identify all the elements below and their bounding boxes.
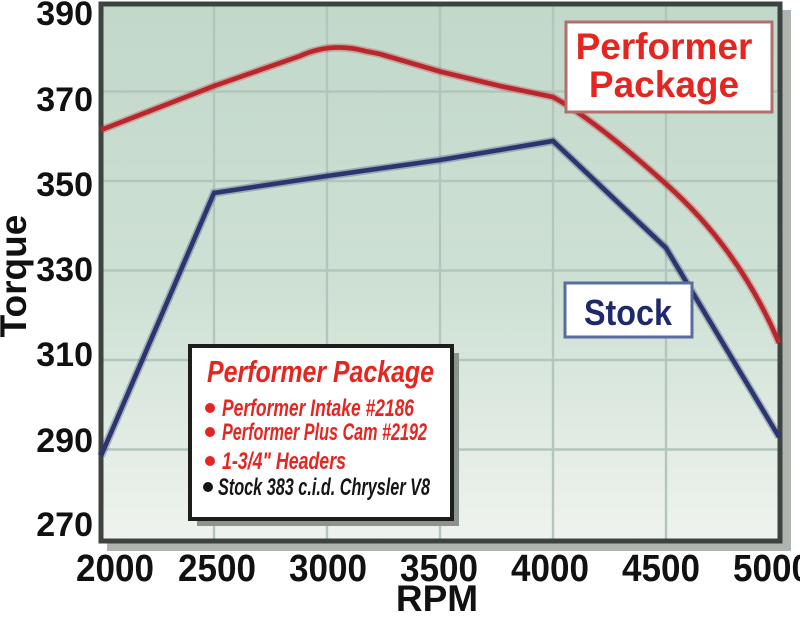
- svg-text:5000: 5000: [733, 548, 800, 590]
- svg-text:Performer Plus Cam #2192: Performer Plus Cam #2192: [222, 419, 427, 446]
- svg-text:3500: 3500: [400, 548, 478, 590]
- svg-text:1-3/4" Headers: 1-3/4" Headers: [222, 448, 346, 475]
- svg-text:350: 350: [36, 166, 93, 204]
- svg-text:2500: 2500: [178, 548, 256, 590]
- svg-text:Performer Intake #2186: Performer Intake #2186: [222, 395, 414, 422]
- svg-text:290: 290: [36, 422, 93, 460]
- svg-text:4000: 4000: [511, 548, 589, 590]
- svg-text:Stock 383 c.i.d. Chrysler V8: Stock 383 c.i.d. Chrysler V8: [218, 474, 430, 501]
- svg-text:RPM: RPM: [396, 578, 478, 619]
- svg-text:3000: 3000: [289, 548, 367, 590]
- svg-text:310: 310: [36, 336, 93, 374]
- svg-text:Performer: Performer: [576, 26, 753, 67]
- svg-text:330: 330: [36, 251, 93, 289]
- svg-text:2000: 2000: [76, 548, 154, 590]
- svg-text:390: 390: [36, 0, 93, 33]
- svg-text:370: 370: [36, 81, 93, 119]
- svg-text:Package: Package: [589, 64, 739, 105]
- svg-text:4500: 4500: [622, 548, 700, 590]
- svg-text:Stock: Stock: [584, 292, 673, 333]
- svg-text:270: 270: [36, 506, 93, 544]
- svg-text:Performer Package: Performer Package: [207, 354, 434, 389]
- svg-text:Torque: Torque: [0, 215, 34, 338]
